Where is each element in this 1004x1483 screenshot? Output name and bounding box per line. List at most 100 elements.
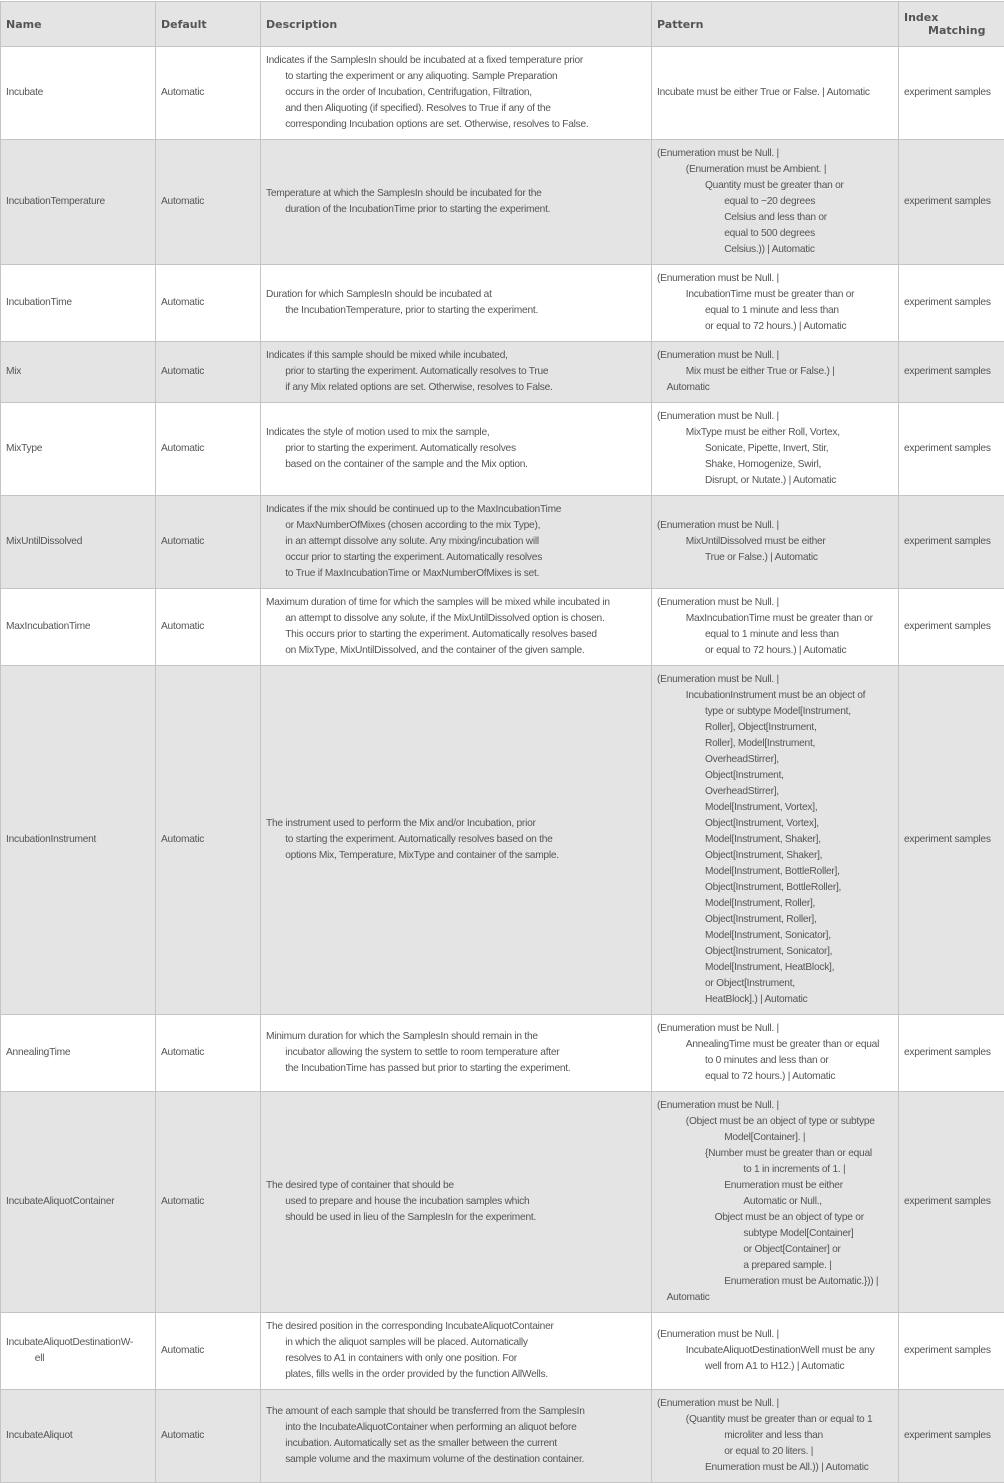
cell-description: The desired type of container that shoul…: [261, 1092, 652, 1313]
text-line: IncubateAliquotDestinationWell must be a…: [657, 1343, 893, 1359]
text-line: occurs in the order of Incubation, Centr…: [266, 85, 646, 101]
text-line: or equal to 20 liters. |: [657, 1444, 893, 1460]
header-pattern: Pattern: [652, 2, 899, 47]
cell-pattern: (Enumeration must be Null. |IncubateAliq…: [652, 1313, 899, 1390]
text-line: sample volume and the maximum volume of …: [266, 1452, 646, 1468]
cell-name: IncubationTime: [1, 265, 156, 342]
text-line: (Enumeration must be Null. |: [657, 409, 893, 425]
text-line: (Enumeration must be Null. |: [657, 1021, 893, 1037]
text-line: options Mix, Temperature, MixType and co…: [266, 848, 646, 864]
text-line: HeatBlock].) | Automatic: [657, 992, 893, 1008]
text-line: Enumeration must be Automatic.})) |: [657, 1274, 893, 1290]
text-line: duration of the IncubationTime prior to …: [266, 202, 646, 218]
text-line: IncubationTemperature: [6, 194, 150, 210]
text-line: IncubationTime: [6, 295, 150, 311]
text-line: (Enumeration must be Null. |: [657, 348, 893, 364]
text-line: or equal to 72 hours.) | Automatic: [657, 643, 893, 659]
text-line: Quantity must be greater than or: [657, 178, 893, 194]
cell-pattern: (Enumeration must be Null. |IncubationIn…: [652, 666, 899, 1015]
cell-name: IncubationTemperature: [1, 140, 156, 265]
text-line: {Number must be greater than or equal: [657, 1146, 893, 1162]
text-line: IncubationInstrument must be an object o…: [657, 688, 893, 704]
text-line: This occurs prior to starting the experi…: [266, 627, 646, 643]
text-line: incubator allowing the system to settle …: [266, 1045, 646, 1061]
text-line: Roller], Object[Instrument,: [657, 720, 893, 736]
cell-index-matching: experiment samples: [899, 589, 1004, 666]
text-line: (Object must be an object of type or sub…: [657, 1114, 893, 1130]
text-line: Sonicate, Pipette, Invert, Stir,: [657, 441, 893, 457]
cell-description: Maximum duration of time for which the s…: [261, 589, 652, 666]
text-line: Object[Instrument, Sonicator],: [657, 944, 893, 960]
text-line: Indicates the style of motion used to mi…: [266, 425, 646, 441]
text-line: Enumeration must be either: [657, 1178, 893, 1194]
text-line: a prepared sample. |: [657, 1258, 893, 1274]
text-line: Model[Instrument, Roller],: [657, 896, 893, 912]
cell-default: Automatic: [156, 403, 261, 496]
text-line: Object[Instrument, BottleRoller],: [657, 880, 893, 896]
text-line: Shake, Homogenize, Swirl,: [657, 457, 893, 473]
cell-default: Automatic: [156, 1313, 261, 1390]
text-line: IncubationTime must be greater than or: [657, 287, 893, 303]
text-line: Model[Instrument, Vortex],: [657, 800, 893, 816]
cell-name: IncubationInstrument: [1, 666, 156, 1015]
text-line: or equal to 72 hours.) | Automatic: [657, 319, 893, 335]
text-line: equal to 500 degrees: [657, 226, 893, 242]
cell-pattern: (Enumeration must be Null. |(Quantity mu…: [652, 1390, 899, 1483]
text-line: Model[Container]. |: [657, 1130, 893, 1146]
text-line: Incubate: [6, 85, 150, 101]
text-line: or Object[Container] or: [657, 1242, 893, 1258]
text-line: used to prepare and house the incubation…: [266, 1194, 646, 1210]
text-line: equal to 1 minute and less than: [657, 627, 893, 643]
cell-pattern: (Enumeration must be Null. |IncubationTi…: [652, 265, 899, 342]
cell-default: Automatic: [156, 140, 261, 265]
text-line: into the IncubateAliquotContainer when p…: [266, 1420, 646, 1436]
cell-description: Minimum duration for which the SamplesIn…: [261, 1015, 652, 1092]
cell-description: Indicates if the mix should be continued…: [261, 496, 652, 589]
text-line: (Enumeration must be Null. |: [657, 672, 893, 688]
cell-index-matching: experiment samples: [899, 496, 1004, 589]
cell-index-matching: experiment samples: [899, 1092, 1004, 1313]
cell-description: Indicates the style of motion used to mi…: [261, 403, 652, 496]
text-line: resolves to A1 in containers with only o…: [266, 1351, 646, 1367]
cell-description: The amount of each sample that should be…: [261, 1390, 652, 1483]
cell-pattern: (Enumeration must be Null. |MixType must…: [652, 403, 899, 496]
text-line: Indicates if the mix should be continued…: [266, 502, 646, 518]
table-row: Mix Automatic Indicates if this sample sho…: [1, 342, 1004, 403]
text-line: OverheadStirrer],: [657, 784, 893, 800]
text-line: Automatic: [657, 380, 893, 396]
text-line: Object[Instrument, Shaker],: [657, 848, 893, 864]
text-line: equal to 72 hours.) | Automatic: [657, 1069, 893, 1085]
text-line: Automatic: [657, 1290, 893, 1306]
cell-description: Indicates if this sample should be mixed…: [261, 342, 652, 403]
text-line: Minimum duration for which the SamplesIn…: [266, 1029, 646, 1045]
text-line: The desired position in the correspondin…: [266, 1319, 646, 1335]
text-line: plates, fills wells in the order provide…: [266, 1367, 646, 1383]
text-line: Object must be an object of type or: [657, 1210, 893, 1226]
text-line: (Quantity must be greater than or equal …: [657, 1412, 893, 1428]
text-line: Disrupt, or Nutate.) | Automatic: [657, 473, 893, 489]
text-line: IncubationInstrument: [6, 832, 150, 848]
cell-name: Mix: [1, 342, 156, 403]
text-line: to 1 in increments of 1. |: [657, 1162, 893, 1178]
cell-pattern: (Enumeration must be Null. |(Object must…: [652, 1092, 899, 1313]
text-line: occur prior to starting the experiment. …: [266, 550, 646, 566]
text-line: prior to starting the experiment. Automa…: [266, 441, 646, 457]
text-line: in which the aliquot samples will be pla…: [266, 1335, 646, 1351]
text-line: True or False.) | Automatic: [657, 550, 893, 566]
header-default: Default: [156, 2, 261, 47]
text-line: equal to 1 minute and less than: [657, 303, 893, 319]
text-line: Model[Instrument, BottleRoller],: [657, 864, 893, 880]
text-line: the IncubationTemperature, prior to star…: [266, 303, 646, 319]
header-index-matching-line: Matching: [904, 24, 999, 37]
cell-pattern: (Enumeration must be Null. |AnnealingTim…: [652, 1015, 899, 1092]
text-line: Maximum duration of time for which the s…: [266, 595, 646, 611]
text-line: and then Aliquoting (if specified). Reso…: [266, 101, 646, 117]
text-line: OverheadStirrer],: [657, 752, 893, 768]
